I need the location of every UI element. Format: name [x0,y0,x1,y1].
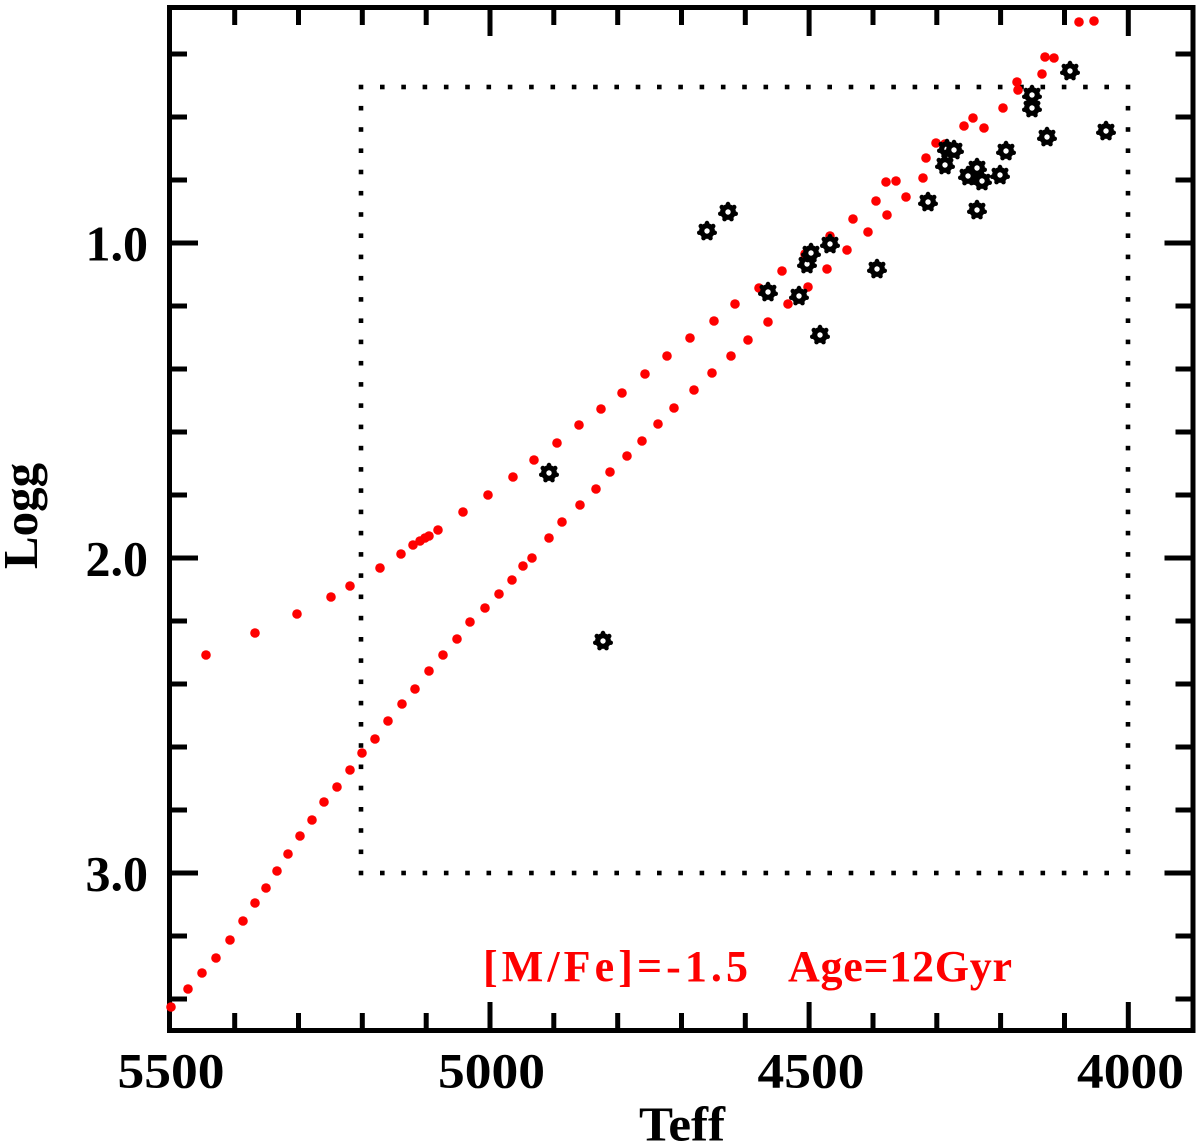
svg-text:Teff: Teff [639,1097,726,1147]
svg-text:Age=12Gyr: Age=12Gyr [788,942,1012,991]
svg-text:2.0: 2.0 [86,531,149,587]
svg-text:3.0: 3.0 [86,846,149,902]
svg-text:[M/Fe]=-1.5: [M/Fe]=-1.5 [483,942,748,991]
svg-text:5500: 5500 [118,1043,225,1099]
svg-text:4000: 4000 [1077,1043,1184,1099]
svg-text:1.0: 1.0 [86,216,149,272]
svg-text:Logg: Logg [0,462,48,569]
svg-text:5000: 5000 [438,1043,545,1099]
svg-text:4500: 4500 [758,1043,865,1099]
